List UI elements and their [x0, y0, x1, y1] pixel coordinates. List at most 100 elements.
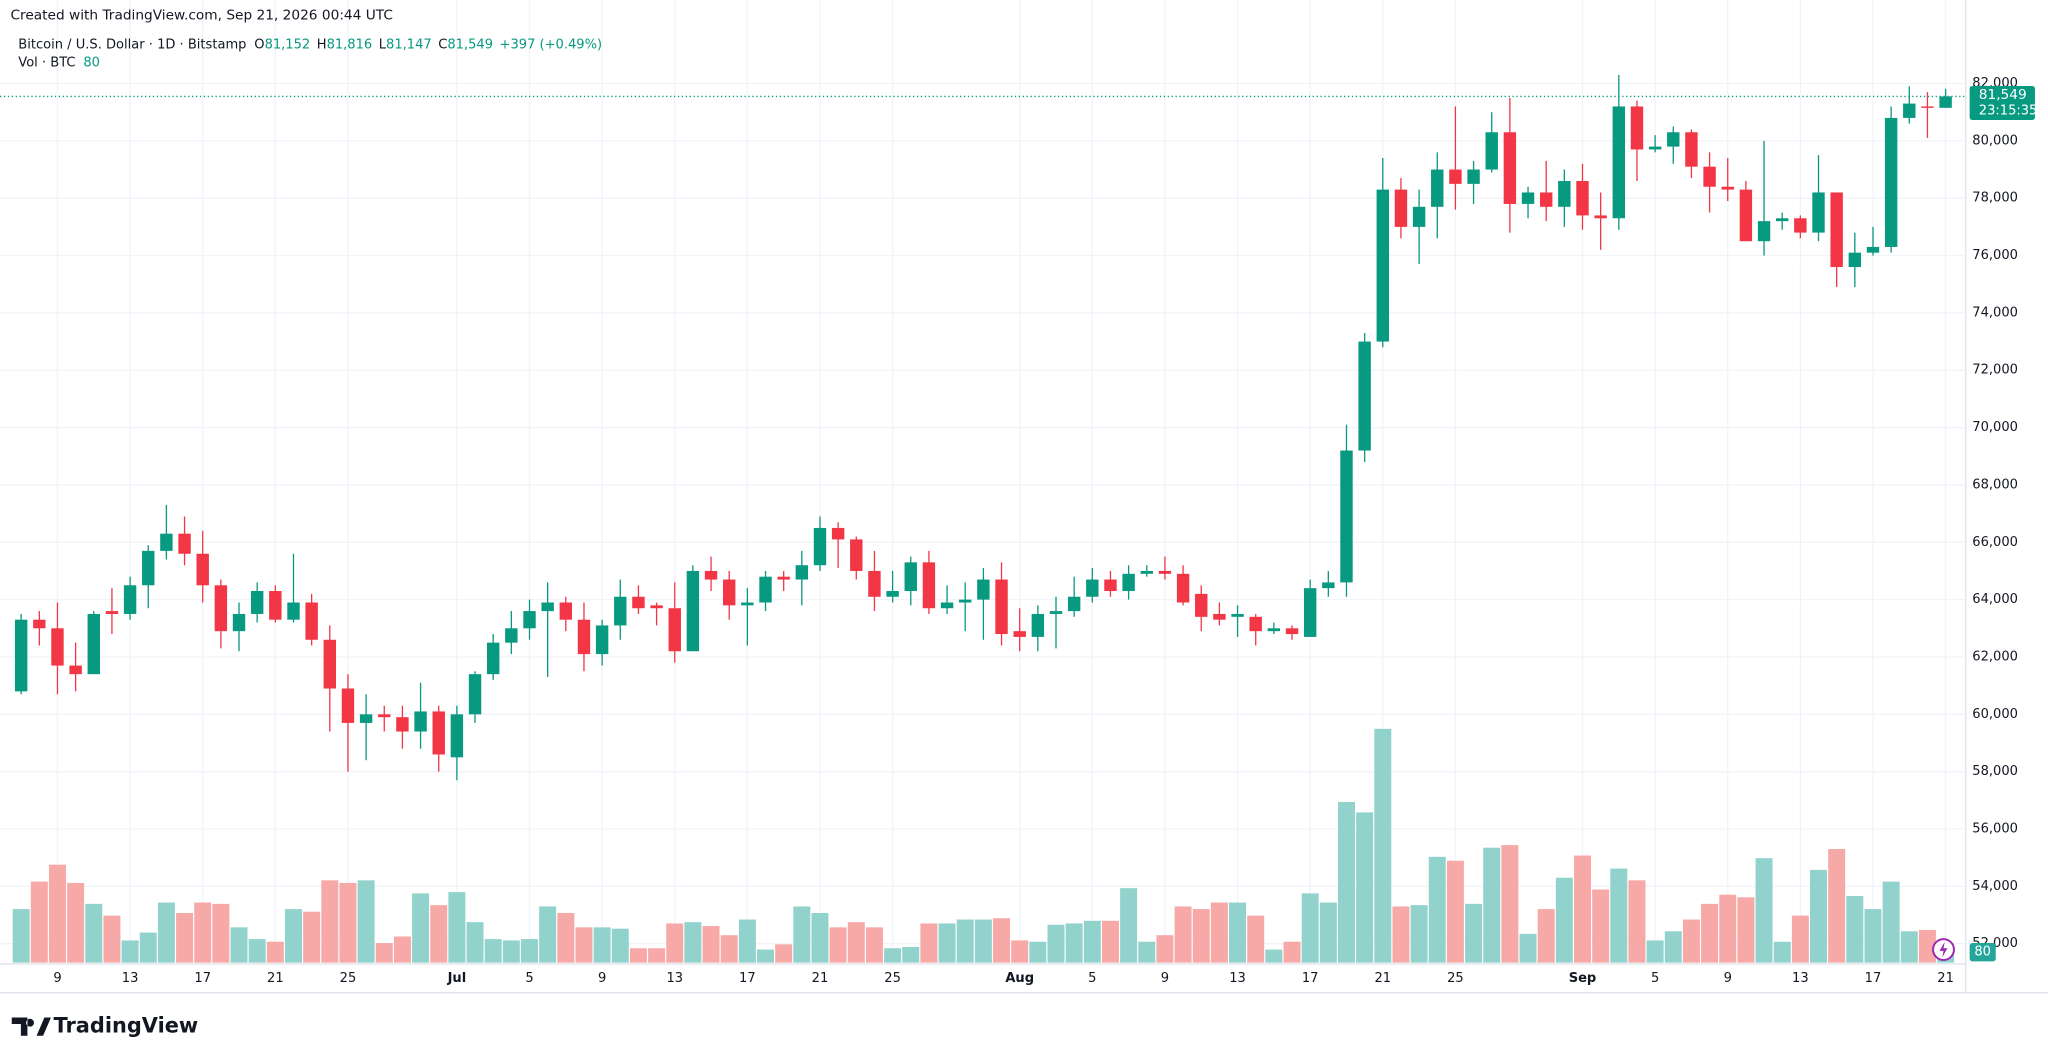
volume-bar	[1628, 880, 1646, 963]
candle-body	[1431, 169, 1444, 207]
volume-bar	[1047, 924, 1065, 963]
brand-name: TradingView	[54, 1014, 199, 1038]
candle-body	[922, 562, 936, 609]
y-tick-label: 74,000	[1972, 305, 2018, 320]
candle-body	[1612, 106, 1626, 219]
candle-body	[977, 579, 990, 600]
candle-body	[904, 562, 917, 592]
candle-body	[1648, 146, 1662, 150]
x-tick-label: 9	[1724, 971, 1732, 986]
candle-body	[341, 688, 355, 723]
y-tick-label: 76,000	[1972, 248, 2018, 263]
candle-body	[196, 553, 209, 586]
volume-bar	[757, 949, 775, 963]
volume-bar	[1356, 812, 1374, 963]
x-tick-label: 5	[525, 971, 533, 986]
volume-bar	[1864, 909, 1882, 963]
volume-header: Vol · BTC 80	[18, 55, 100, 70]
candle-body	[1176, 573, 1190, 603]
candle-body	[759, 576, 772, 603]
volume-bar	[1428, 856, 1446, 963]
candle-body	[1031, 613, 1045, 637]
grid	[0, 0, 1966, 964]
y-tick-label: 60,000	[1972, 707, 2018, 722]
candle-body	[1558, 180, 1571, 207]
ohlc-label: L	[379, 37, 387, 52]
candle-body	[1830, 192, 1843, 268]
volume-bar	[1574, 855, 1591, 963]
candle-body	[1576, 180, 1589, 216]
volume-bar	[593, 927, 611, 963]
y-tick-label: 54,000	[1972, 879, 2018, 894]
volume-bar	[30, 881, 48, 963]
candle-body	[1158, 570, 1172, 574]
x-tick-label: 21	[267, 971, 284, 986]
x-tick-label: 17	[739, 971, 756, 986]
volume-bar	[1101, 920, 1119, 963]
volume-bar	[1501, 845, 1519, 963]
volume-bar	[1918, 929, 1936, 963]
volume-bar	[1555, 877, 1573, 963]
volume-bar	[1773, 941, 1791, 963]
legend-header: Bitcoin / U.S. Dollar · 1D · Bitstamp O81…	[18, 37, 602, 52]
y-tick-label: 78,000	[1972, 191, 2018, 206]
volume-bar	[629, 948, 647, 963]
candle-body	[123, 585, 137, 614]
candle-body	[1630, 106, 1644, 150]
axes: 52,00054,00056,00058,00060,00062,00064,0…	[0, 76, 2037, 986]
candle-body	[868, 570, 881, 597]
volume-bar	[1120, 888, 1138, 963]
ohlc-value: 81,549	[447, 37, 493, 52]
candle-body	[1376, 189, 1389, 342]
candle-body	[87, 613, 100, 675]
volume-bar	[1337, 801, 1355, 963]
volume-bar	[1465, 903, 1483, 963]
volume-bar	[121, 940, 139, 963]
candle-body	[813, 527, 827, 566]
volume-bar	[1192, 909, 1210, 963]
volume-bar	[375, 943, 393, 963]
candle-body	[323, 639, 336, 689]
x-tick-label: 5	[1088, 971, 1096, 986]
volume-bar	[303, 911, 321, 963]
volume-bar	[1319, 902, 1337, 963]
x-tick-label: 13	[1229, 971, 1246, 986]
candle-body	[831, 527, 845, 540]
candle-body	[1449, 169, 1462, 184]
x-tick-label: 13	[1792, 971, 1809, 986]
candle-body	[1412, 206, 1426, 227]
candle-body	[686, 570, 700, 652]
volume-bar	[1446, 860, 1464, 963]
volume-bar	[1810, 869, 1828, 963]
volume-bar	[1791, 915, 1809, 963]
volume-value-box	[1969, 943, 1996, 962]
x-tick-label: 21	[1374, 971, 1391, 986]
candle-body	[723, 579, 736, 606]
volume-bar	[321, 880, 339, 963]
ohlc-label: C	[438, 37, 447, 52]
candle-body	[1013, 631, 1026, 637]
candle-body	[595, 625, 609, 655]
volume-bar	[1882, 881, 1900, 963]
volume-bar	[484, 939, 502, 963]
volume-bar	[430, 905, 448, 963]
candle-body	[1812, 192, 1825, 233]
candle-body	[378, 714, 391, 718]
volume-bar	[1755, 858, 1773, 963]
volume-bar	[575, 927, 593, 963]
candle-body	[577, 619, 591, 655]
y-tick-label: 70,000	[1972, 420, 2018, 435]
volume-bar	[539, 906, 557, 963]
y-tick-label: 80,000	[1972, 133, 2018, 148]
candle-body	[1303, 588, 1317, 637]
y-tick-label: 56,000	[1972, 822, 2018, 837]
y-tick-label: 62,000	[1972, 649, 2018, 664]
candle-body	[1340, 450, 1353, 583]
candle-body	[505, 628, 518, 643]
candle-body	[33, 619, 46, 629]
volume-bar	[266, 941, 284, 963]
candle-body	[1086, 579, 1099, 597]
volume-bar	[938, 923, 956, 963]
candle-body	[777, 576, 790, 580]
